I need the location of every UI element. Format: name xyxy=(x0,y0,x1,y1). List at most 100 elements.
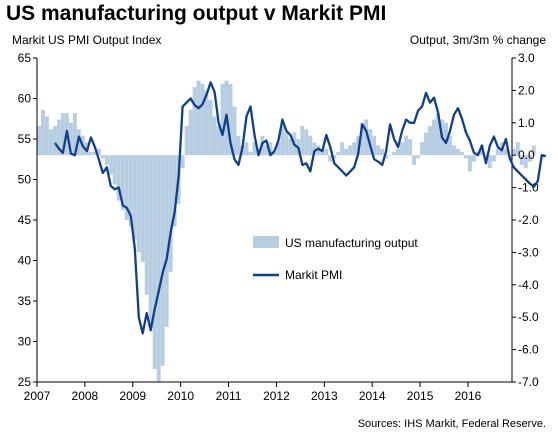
output-bar xyxy=(352,142,357,156)
x-tick-label: 2009 xyxy=(119,389,146,403)
left-tick-label: 50 xyxy=(18,173,32,187)
right-tick-label: 3.0 xyxy=(518,51,535,65)
output-bar xyxy=(288,139,293,156)
output-bar xyxy=(463,155,468,159)
output-bar xyxy=(404,135,409,156)
output-bar xyxy=(248,151,253,156)
output-bar xyxy=(388,155,393,156)
output-bar xyxy=(436,113,440,156)
output-bar xyxy=(144,155,149,295)
output-bar xyxy=(72,113,77,156)
left-tick-label: 65 xyxy=(18,51,32,65)
output-bar xyxy=(168,155,173,272)
output-bar xyxy=(491,155,496,162)
output-bar xyxy=(128,155,133,227)
output-bar xyxy=(424,132,428,156)
x-tick-label: 2016 xyxy=(455,389,482,403)
output-bar xyxy=(284,132,289,156)
output-bar xyxy=(519,155,524,165)
legend-label-pmi: Markit PMI xyxy=(285,268,342,282)
output-bar xyxy=(376,145,381,156)
output-bar xyxy=(428,126,432,156)
output-bar xyxy=(116,155,121,201)
output-bar xyxy=(172,155,177,227)
x-tick-label: 2014 xyxy=(359,389,386,403)
output-bar xyxy=(364,119,369,156)
left-tick-label: 40 xyxy=(18,254,32,268)
output-bar xyxy=(108,155,113,175)
right-tick-label: 0.0 xyxy=(518,148,535,162)
left-axis-label: Markit US PMI Output Index xyxy=(12,33,162,47)
right-tick-label: -2.0 xyxy=(518,213,539,227)
output-bar xyxy=(212,116,217,156)
output-bar xyxy=(348,145,353,156)
output-bar xyxy=(228,83,233,156)
output-bar xyxy=(487,155,492,169)
output-bar xyxy=(136,155,141,253)
output-bar xyxy=(372,135,377,156)
output-bar xyxy=(216,126,221,156)
output-bar xyxy=(515,142,520,156)
output-bar xyxy=(483,155,488,159)
x-tick-label: 2013 xyxy=(311,389,338,403)
output-bar xyxy=(252,142,257,156)
right-tick-label: 1.0 xyxy=(518,116,535,130)
output-bar xyxy=(188,109,193,156)
output-bar xyxy=(336,151,341,156)
output-bar xyxy=(244,142,249,156)
output-bar xyxy=(68,122,73,156)
right-tick-label: -7.0 xyxy=(518,375,539,389)
output-bar xyxy=(132,155,137,240)
output-bar xyxy=(396,148,401,156)
left-tick-label: 25 xyxy=(18,375,32,389)
output-bar xyxy=(88,151,93,156)
output-bar xyxy=(459,151,464,156)
output-bar xyxy=(400,142,405,156)
output-bar xyxy=(380,148,385,156)
output-bar xyxy=(503,148,508,156)
output-bar xyxy=(467,155,472,172)
left-tick-label: 35 xyxy=(18,294,32,308)
output-bar xyxy=(360,122,365,156)
output-bar xyxy=(200,83,205,156)
chart-title: US manufacturing output v Markit PMI xyxy=(6,2,387,25)
right-tick-label: 2.0 xyxy=(518,83,535,97)
output-bar xyxy=(180,155,185,169)
x-tick-label: 2015 xyxy=(407,389,434,403)
output-bar xyxy=(152,155,157,370)
output-bar xyxy=(328,155,333,162)
output-bar xyxy=(148,155,153,327)
left-tick-label: 30 xyxy=(18,335,32,349)
output-bar xyxy=(40,109,45,156)
output-bar xyxy=(37,126,41,156)
x-tick-label: 2011 xyxy=(216,389,242,403)
output-bar xyxy=(495,148,500,156)
x-tick-label: 2007 xyxy=(24,389,51,403)
output-bar xyxy=(48,129,53,156)
legend-swatch-output xyxy=(253,236,279,248)
output-bar xyxy=(156,155,161,382)
output-bar xyxy=(140,155,145,263)
output-bar xyxy=(184,126,189,156)
output-bar xyxy=(340,142,345,156)
output-bar xyxy=(312,142,317,156)
output-bar xyxy=(268,142,273,156)
output-bar xyxy=(511,148,516,156)
output-bar xyxy=(276,142,281,156)
right-tick-label: -5.0 xyxy=(518,310,539,324)
output-bar xyxy=(300,126,305,156)
output-bar xyxy=(432,119,436,156)
output-bar xyxy=(232,106,237,156)
output-bar xyxy=(523,155,528,169)
right-tick-label: -1.0 xyxy=(518,181,539,195)
output-bar xyxy=(455,148,460,156)
right-tick-label: -6.0 xyxy=(518,343,539,357)
output-bar xyxy=(100,155,105,159)
pmi-line xyxy=(54,81,547,335)
output-bar xyxy=(196,80,201,156)
output-bar xyxy=(272,151,277,156)
output-bar xyxy=(308,135,313,156)
output-bar xyxy=(471,155,476,162)
output-bar xyxy=(120,155,125,211)
